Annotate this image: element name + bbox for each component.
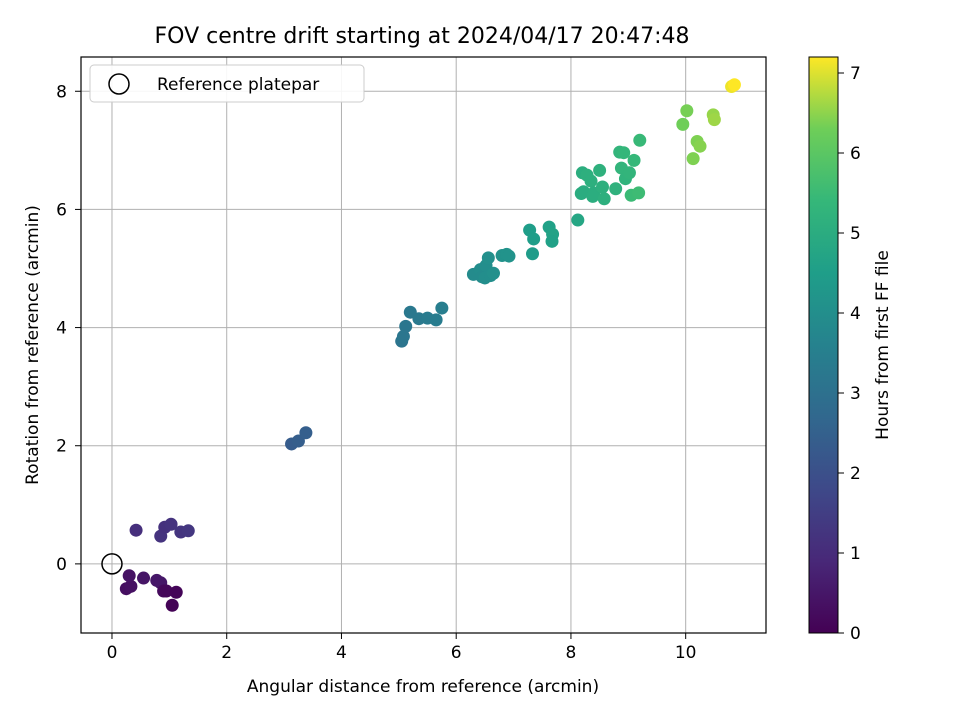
data-point: [122, 569, 136, 583]
data-point: [435, 301, 449, 315]
data-point: [299, 426, 313, 440]
plot-frame: [80, 56, 767, 634]
colorbar-label: Hours from first FF file: [873, 250, 893, 440]
data-point: [584, 174, 598, 188]
data-point: [165, 598, 179, 612]
data-point: [527, 232, 541, 246]
x-tick-label: 10: [675, 643, 697, 663]
data-point: [396, 329, 410, 343]
x-tick-label: 6: [451, 643, 462, 663]
data-point: [571, 213, 585, 227]
data-point: [164, 517, 178, 531]
data-point: [169, 585, 183, 599]
legend-label: Reference platepar: [157, 75, 319, 95]
data-point: [617, 146, 631, 160]
data-point: [627, 153, 641, 167]
y-tick-label: 6: [56, 200, 67, 220]
colorbar-gradient: [808, 56, 839, 634]
x-tick-label: 4: [336, 643, 347, 663]
data-point: [707, 113, 721, 127]
colorbar: 0 1 2 3 4 5 6 7 Hours from first FF file: [808, 56, 893, 644]
data-point: [291, 434, 305, 448]
data-point: [693, 139, 707, 153]
x-axis-label: Angular distance from reference (arcmin): [247, 677, 599, 697]
data-point: [526, 247, 540, 261]
colorbar-tick-label: 1: [850, 544, 861, 564]
x-tick-label: 0: [107, 643, 118, 663]
colorbar-tick-label: 6: [850, 144, 861, 164]
y-tick-label: 0: [56, 555, 67, 575]
scatter-points: [119, 78, 741, 612]
data-point: [676, 117, 690, 131]
data-point: [586, 189, 600, 203]
grid-lines: [81, 57, 766, 633]
legend-box: [89, 64, 365, 103]
legend-marker: [108, 73, 130, 95]
y-tick-label: 4: [56, 319, 67, 339]
data-point: [159, 584, 173, 598]
data-point: [680, 104, 694, 118]
data-point: [622, 166, 636, 180]
y-tick-label: 8: [56, 82, 67, 102]
data-point: [686, 152, 700, 166]
y-tick-label: 2: [56, 437, 67, 457]
colorbar-tick-label: 5: [850, 224, 861, 244]
colorbar-tick-label: 4: [850, 304, 861, 324]
colorbar-tick-label: 7: [850, 64, 861, 84]
data-point: [429, 313, 443, 327]
data-point: [486, 266, 500, 280]
y-axis-label: Rotation from reference (arcmin): [23, 205, 43, 485]
colorbar-tick-label: 2: [850, 464, 861, 484]
data-point: [597, 192, 611, 206]
legend: Reference platepar: [89, 64, 365, 103]
data-point: [632, 186, 646, 200]
axis-ticks: 0 2 4 6 8 10 0 2 4 6 8: [56, 82, 696, 663]
data-point: [609, 182, 623, 196]
data-point: [124, 579, 138, 593]
colorbar-tick-label: 0: [850, 624, 861, 644]
data-point: [545, 234, 559, 248]
data-point: [481, 251, 495, 265]
data-point: [399, 319, 413, 333]
data-point: [727, 78, 741, 92]
x-tick-label: 8: [566, 643, 577, 663]
colorbar-ticks: 0 1 2 3 4 5 6 7: [838, 64, 861, 644]
reference-platepar-marker: [101, 553, 123, 575]
data-point: [593, 163, 607, 177]
data-point: [137, 571, 151, 585]
data-point: [502, 249, 516, 263]
colorbar-tick-label: 3: [850, 384, 861, 404]
data-point: [181, 524, 195, 538]
chart-title: FOV centre drift starting at 2024/04/17 …: [155, 24, 690, 49]
data-point: [633, 133, 647, 147]
x-tick-label: 2: [221, 643, 232, 663]
data-point: [595, 180, 609, 194]
data-point: [129, 523, 143, 537]
